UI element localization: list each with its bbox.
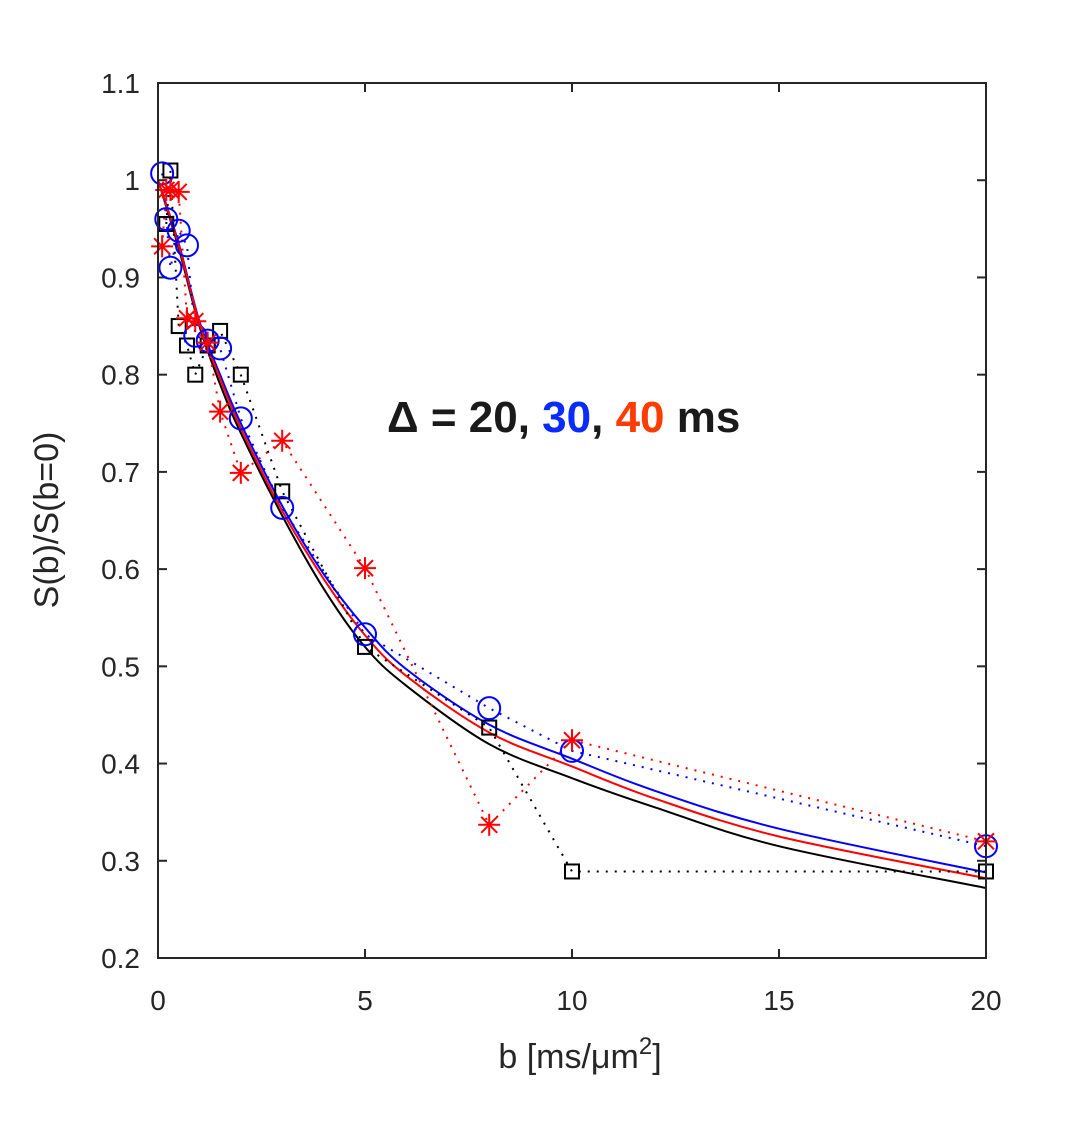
y-tick-label: 0.6 (101, 554, 140, 585)
fit-curve-square (157, 179, 987, 889)
asterisk-stroke (232, 464, 250, 482)
y-tick-label: 0.3 (101, 846, 140, 877)
asterisk-marker (354, 557, 376, 580)
asterisk-stroke (480, 816, 498, 834)
square-marker (564, 863, 580, 880)
square-marker (162, 162, 179, 179)
x-axis-label: b [ms/μm2] (498, 1033, 661, 1076)
connecting-lines (161, 170, 987, 873)
asterisk-stroke (153, 237, 171, 256)
x-tick-label: 0 (150, 985, 166, 1016)
x-tick-label: 20 (970, 985, 1001, 1016)
circle-marker (174, 233, 199, 258)
y-tick-label: 0.4 (101, 749, 140, 780)
annotation-part: Δ = 20, (387, 393, 542, 442)
square-marker (178, 337, 195, 354)
x-tick-label: 5 (357, 985, 373, 1016)
square-marker (357, 638, 373, 655)
y-tick-label: 0.8 (101, 360, 140, 391)
plot-frame (157, 82, 987, 959)
asterisk-marker (196, 331, 219, 354)
annotation-part: 40 (616, 393, 665, 442)
y-tick-label: 0.2 (101, 943, 140, 974)
circle-marker (166, 218, 191, 243)
data-markers (150, 161, 998, 880)
asterisk-marker (167, 180, 190, 203)
circle-marker (353, 622, 377, 647)
asterisk-marker (151, 235, 174, 258)
dotted-line-square (165, 170, 986, 873)
circle-marker (158, 255, 183, 280)
asterisk-stroke (178, 309, 196, 327)
y-tick-label: 1.1 (101, 68, 140, 99)
square-marker (274, 483, 291, 500)
y-tick-label: 0.5 (101, 651, 140, 682)
annotation-part: 30 (542, 393, 591, 442)
circle-marker (477, 696, 502, 721)
annotation-part: , (591, 393, 615, 442)
asterisk-marker (209, 400, 232, 423)
asterisk-stroke (169, 183, 188, 201)
annotation: Δ = 20, 30, 40 ms (387, 393, 740, 442)
asterisk-stroke (273, 432, 291, 450)
fit-curves (157, 179, 987, 889)
square-marker (232, 366, 249, 383)
x-tick-label: 15 (763, 985, 794, 1016)
circle-marker (228, 406, 253, 431)
dotted-line-circle (161, 173, 987, 848)
asterisk-marker (271, 429, 294, 452)
asterisk-marker (561, 729, 583, 752)
asterisk-stroke (161, 181, 180, 199)
y-tick-label: 1 (124, 165, 140, 196)
fit-curve-asterisk (157, 179, 987, 880)
square-marker (481, 719, 498, 736)
x-axis-label-sup: 2 (639, 1033, 652, 1060)
asterisk-stroke (563, 731, 581, 749)
x-axis-label-end: ] (652, 1038, 661, 1076)
y-tick-label: 0.9 (101, 262, 140, 293)
asterisk-stroke (198, 333, 217, 352)
x-tick-label: 10 (556, 985, 587, 1016)
y-axis-label: S(b)/S(b=0) (28, 432, 66, 609)
square-marker (187, 366, 204, 383)
circle-marker (270, 495, 295, 520)
annotation-part: ms (665, 393, 741, 442)
axis-ticks: 0 5 10 15 20 0.2 0.3 0.4 0.5 0.6 0.7 0.8 0.9 1 1.1 (101, 68, 1002, 1016)
asterisk-stroke (186, 312, 204, 330)
asterisk-stroke (356, 559, 374, 577)
circle-marker (208, 336, 233, 361)
asterisk-marker (184, 310, 207, 333)
y-tick-label: 0.7 (101, 457, 140, 488)
x-axis-label-main: b [ms/μm (498, 1038, 638, 1076)
asterisk-marker (229, 461, 252, 484)
asterisk-marker (478, 813, 501, 836)
fit-curve-circle (157, 179, 987, 874)
asterisk-stroke (211, 402, 229, 421)
